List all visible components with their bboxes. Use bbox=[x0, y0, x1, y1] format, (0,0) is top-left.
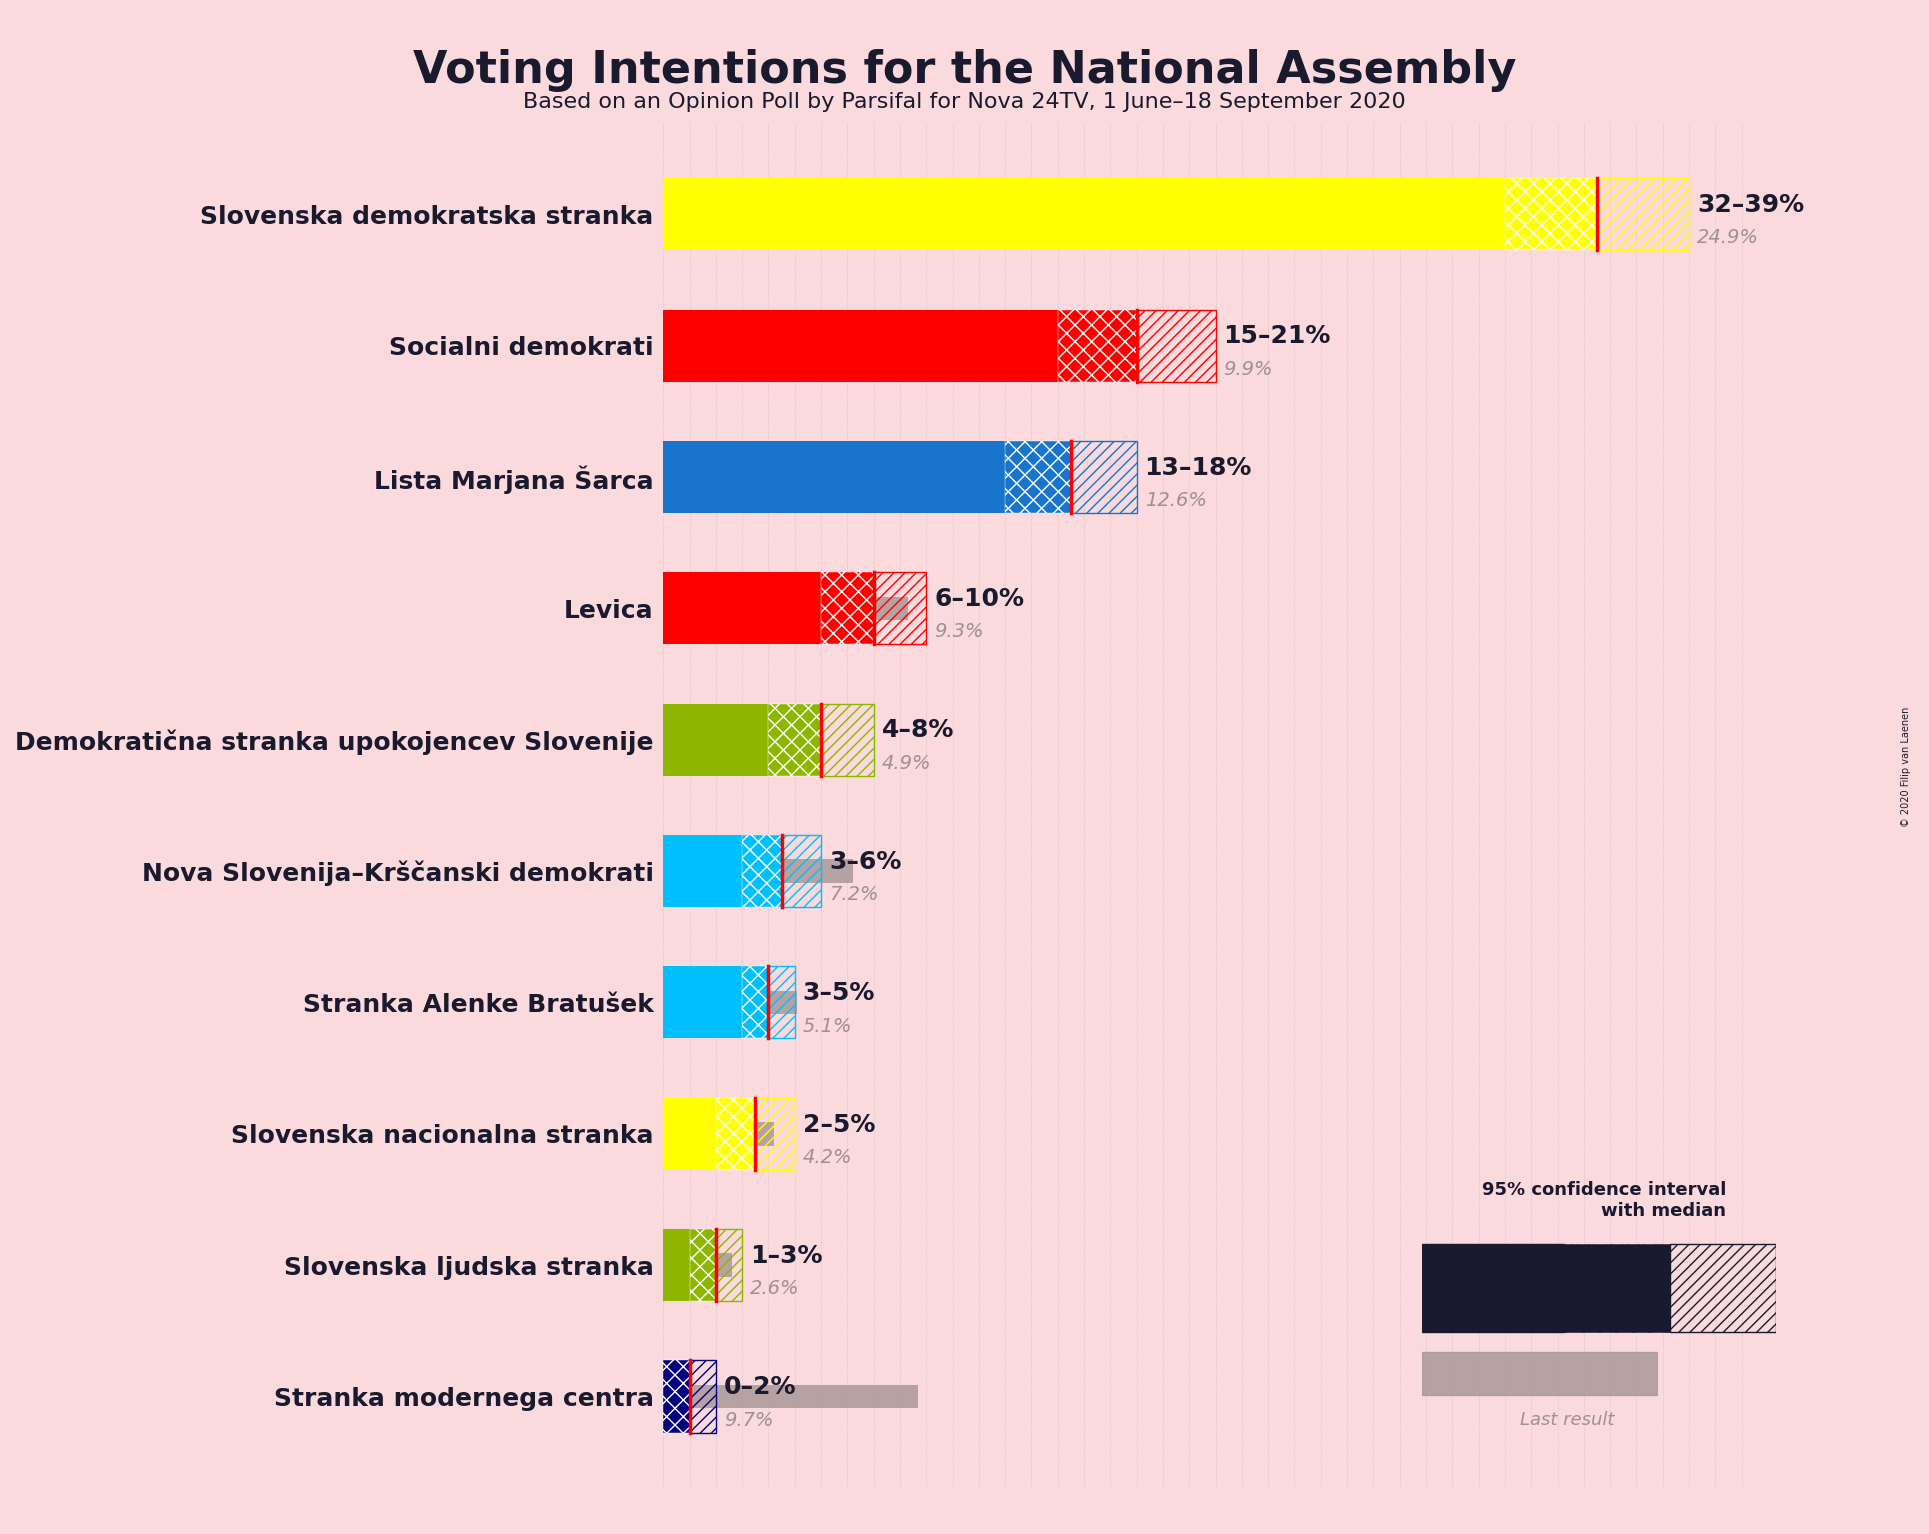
Text: 4.2%: 4.2% bbox=[802, 1147, 853, 1167]
Bar bbox=[664, 1098, 716, 1170]
Bar bbox=[1136, 310, 1215, 382]
Bar bbox=[756, 1098, 795, 1170]
Bar bbox=[689, 1229, 716, 1301]
Bar bbox=[822, 572, 874, 644]
Bar bbox=[768, 966, 795, 1039]
Bar bbox=[822, 704, 874, 776]
Text: 95% confidence interval
with median: 95% confidence interval with median bbox=[1481, 1181, 1726, 1220]
Text: 32–39%: 32–39% bbox=[1698, 193, 1804, 218]
Text: 12.6%: 12.6% bbox=[1144, 491, 1206, 511]
Text: 6–10%: 6–10% bbox=[934, 588, 1024, 611]
Bar bbox=[1597, 178, 1690, 250]
Bar bbox=[1005, 440, 1071, 512]
Bar bbox=[664, 727, 793, 752]
Text: Based on an Opinion Poll by Parsifal for Nova 24TV, 1 June–18 September 2020: Based on an Opinion Poll by Parsifal for… bbox=[523, 92, 1406, 112]
Bar bbox=[664, 966, 743, 1039]
Text: 3–5%: 3–5% bbox=[802, 982, 876, 1005]
Bar bbox=[664, 334, 924, 357]
Text: 4–8%: 4–8% bbox=[882, 718, 955, 742]
Bar bbox=[768, 704, 822, 776]
Bar bbox=[664, 178, 1505, 250]
Text: 7.2%: 7.2% bbox=[829, 885, 878, 904]
Bar bbox=[1505, 178, 1597, 250]
Bar bbox=[664, 1229, 689, 1301]
Bar bbox=[664, 704, 768, 776]
Bar bbox=[1422, 1353, 1657, 1394]
Text: 2.6%: 2.6% bbox=[750, 1279, 799, 1298]
Text: Voting Intentions for the National Assembly: Voting Intentions for the National Assem… bbox=[413, 49, 1516, 92]
Bar bbox=[874, 572, 926, 644]
Text: 9.9%: 9.9% bbox=[1223, 360, 1273, 379]
Bar bbox=[1057, 310, 1136, 382]
Bar bbox=[664, 1253, 731, 1276]
Text: 1–3%: 1–3% bbox=[750, 1244, 822, 1267]
Bar bbox=[664, 834, 743, 907]
Bar bbox=[743, 966, 768, 1039]
Bar bbox=[716, 1229, 743, 1301]
Text: 9.3%: 9.3% bbox=[934, 623, 984, 641]
Text: 4.9%: 4.9% bbox=[882, 753, 932, 773]
Bar bbox=[664, 597, 909, 620]
Text: 13–18%: 13–18% bbox=[1144, 456, 1252, 480]
Bar bbox=[664, 440, 1005, 512]
Bar bbox=[664, 572, 822, 644]
Bar bbox=[1422, 1244, 1564, 1332]
Bar bbox=[1071, 440, 1136, 512]
Text: 3–6%: 3–6% bbox=[829, 850, 901, 874]
Bar bbox=[664, 465, 995, 489]
Text: 24.9%: 24.9% bbox=[1698, 229, 1759, 247]
Bar bbox=[664, 1121, 774, 1146]
Text: 2–5%: 2–5% bbox=[802, 1112, 876, 1137]
Text: Last result: Last result bbox=[1520, 1411, 1615, 1430]
Bar bbox=[1564, 1244, 1671, 1332]
Bar bbox=[689, 1361, 716, 1433]
Bar bbox=[664, 991, 797, 1014]
Bar bbox=[664, 202, 1318, 225]
Text: 9.7%: 9.7% bbox=[723, 1411, 774, 1430]
Text: 0–2%: 0–2% bbox=[723, 1374, 797, 1399]
Bar bbox=[664, 1361, 689, 1433]
Text: 15–21%: 15–21% bbox=[1223, 325, 1331, 348]
Text: 5.1%: 5.1% bbox=[802, 1017, 853, 1035]
Bar bbox=[716, 1098, 756, 1170]
Bar bbox=[781, 834, 822, 907]
Bar bbox=[664, 1385, 918, 1408]
Bar bbox=[664, 859, 853, 884]
Text: © 2020 Filip van Laenen: © 2020 Filip van Laenen bbox=[1900, 707, 1912, 827]
Bar bbox=[743, 834, 781, 907]
Bar bbox=[1671, 1244, 1777, 1332]
Bar bbox=[664, 310, 1057, 382]
